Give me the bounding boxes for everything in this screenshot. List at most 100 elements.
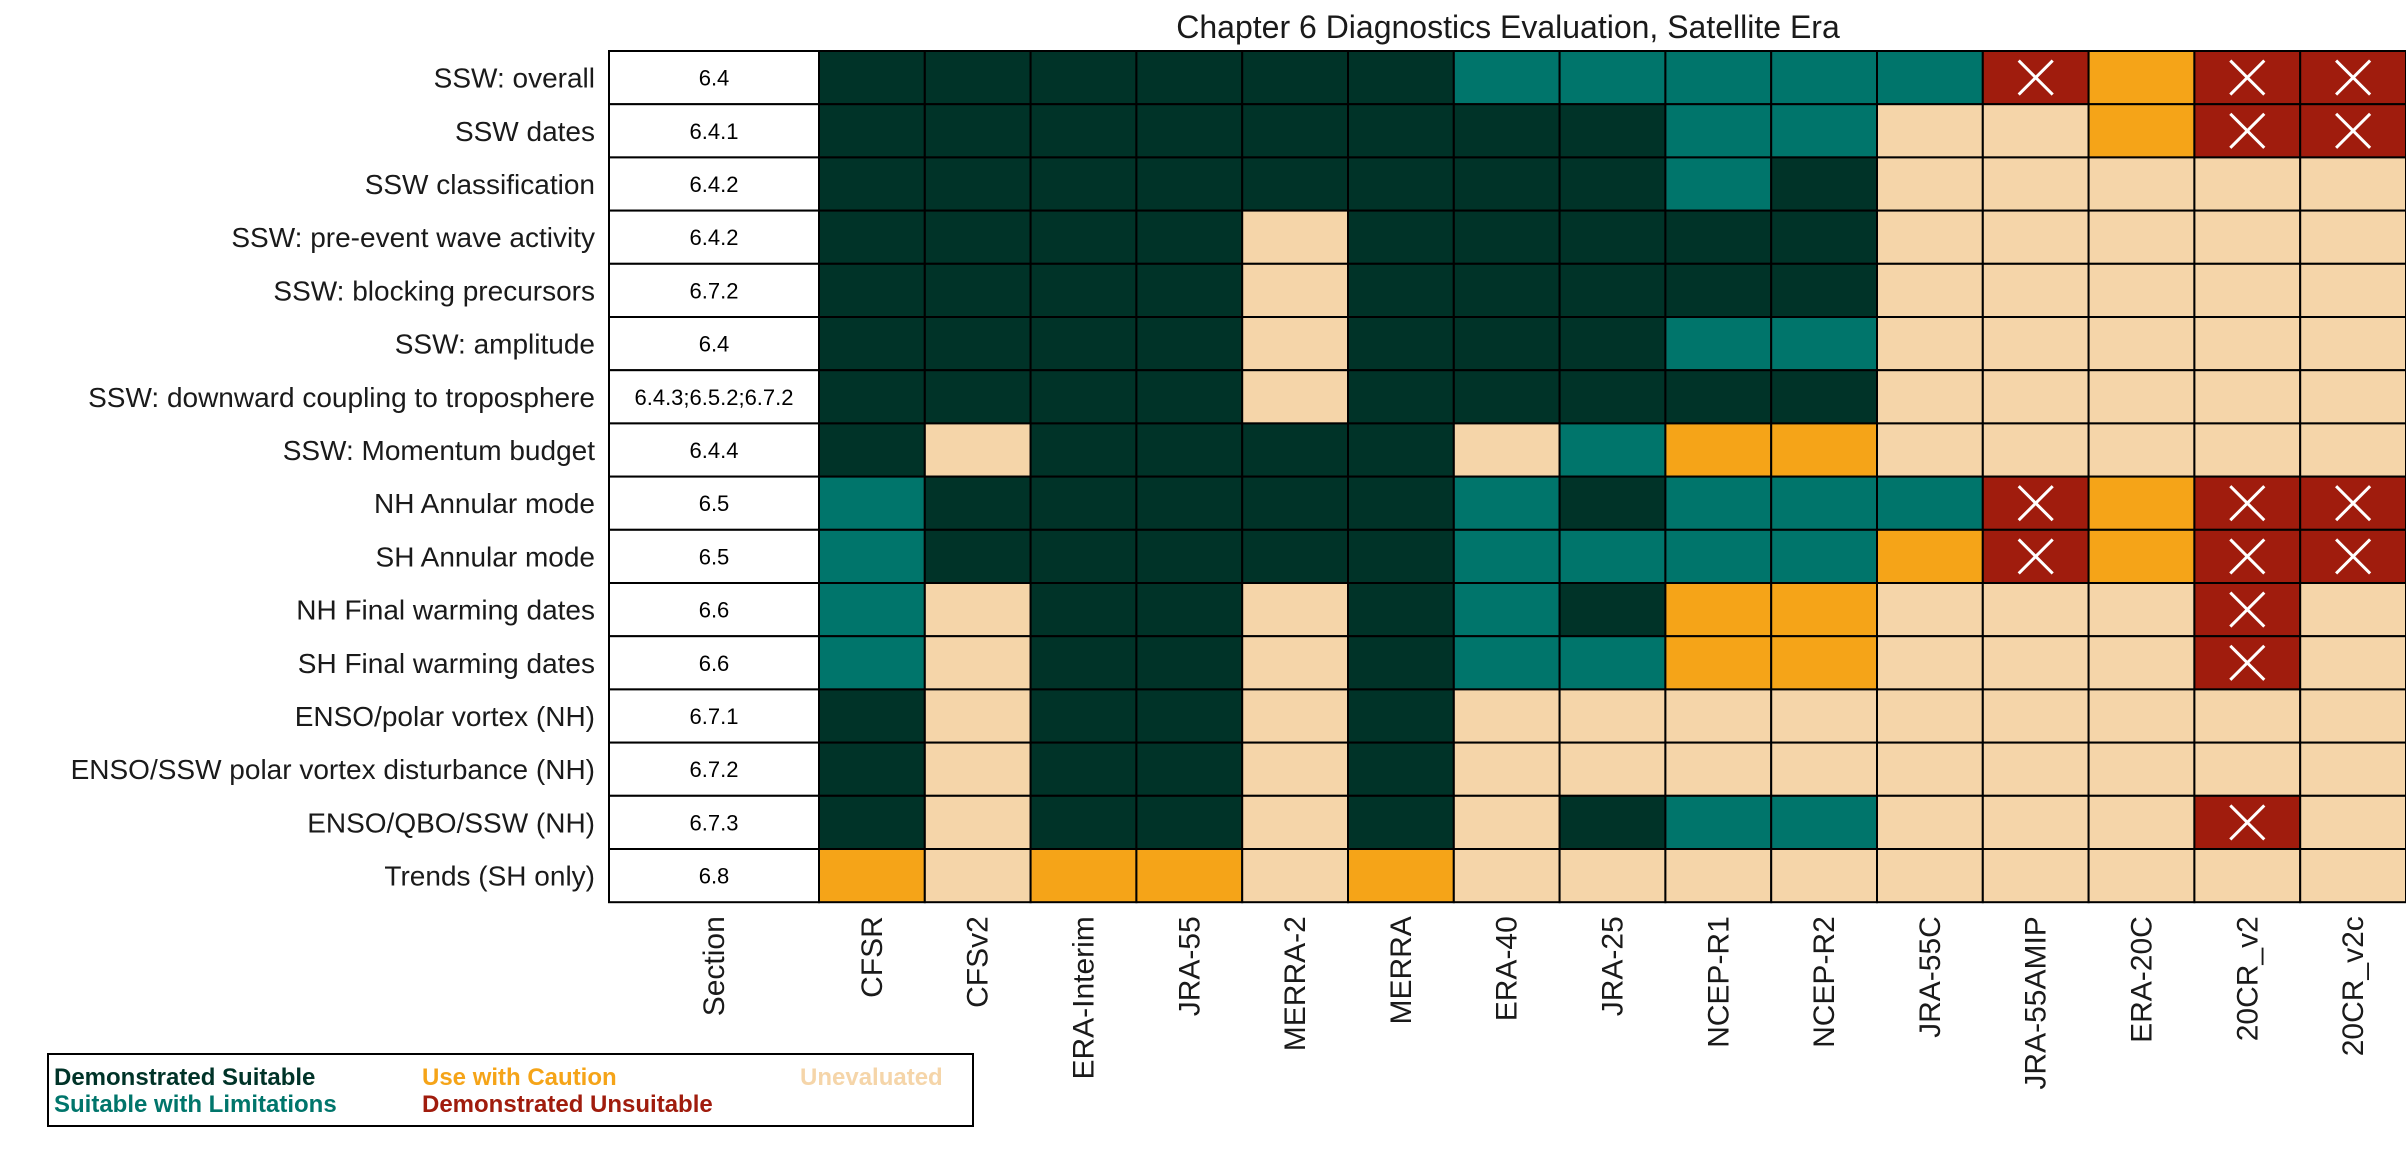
heatmap-cell [1558,422,1667,478]
heatmap-cell [1770,50,1878,106]
unsuitable-cross-icon [2017,538,2054,575]
heatmap-cell [2299,156,2406,212]
section-number: 6.4 [699,66,730,91]
heatmap-cell [1981,635,2090,691]
heatmap-cell [1135,103,1244,159]
heatmap-cell [1876,369,1984,425]
heatmap-cell [1241,582,1349,638]
column-label: JRA-55 [1173,916,1206,1016]
column-label: MERRA-2 [1279,916,1312,1051]
heatmap-cell [2087,103,2196,159]
section-cell [608,262,820,318]
heatmap-cell [1558,369,1667,425]
heatmap-cell [818,794,926,850]
heatmap-cell [923,794,1032,850]
heatmap-cell [1241,528,1349,584]
heatmap-cell [1241,103,1349,159]
heatmap-cell [2087,688,2196,744]
heatmap-cell [1241,741,1349,797]
heatmap-cell [1452,848,1561,904]
section-cell [608,422,820,478]
legend-entry: Demonstrated Unsuitable [422,1091,713,1118]
heatmap-cell [1876,50,1984,106]
unsuitable-cross-icon [2229,644,2266,681]
section-cell [608,369,820,425]
heatmap-cell [1452,475,1561,531]
heatmap-cell [1135,422,1244,478]
heatmap-cell [2193,156,2302,212]
heatmap-cell [1664,528,1773,584]
heatmap-cell [2193,316,2302,372]
section-number: 6.4 [699,332,730,357]
heatmap-cell [923,741,1032,797]
heatmap-cell [1452,528,1561,584]
heatmap-cell [1241,316,1349,372]
heatmap-cell [2193,422,2302,478]
heatmap-cell [818,156,926,212]
section-cell [608,50,820,106]
heatmap-cells: 6.4 6.4.1 6.4.2 6.4.2 6.7.2 6.4 6.4.3;6.5.2;6.… [608,50,2406,904]
heatmap-cell [923,156,1032,212]
heatmap-cell [2087,156,2196,212]
heatmap-cell [923,582,1032,638]
legend: Demonstrated Suitable Use with Caution Une… [47,1053,974,1127]
heatmap-cell [2087,262,2196,318]
heatmap-cell [1347,582,1455,638]
heatmap-cell [1241,794,1349,850]
heatmap-cell [1558,475,1667,531]
heatmap-cell [2087,475,2196,531]
heatmap-cell [2087,369,2196,425]
section-cell [608,582,820,638]
row-label: SH Annular mode [376,541,595,572]
heatmap-cell [1770,635,1878,691]
legend-entry: Use with Caution [422,1064,617,1091]
unsuitable-cross-icon [2229,485,2266,522]
heatmap-cell [1029,688,1138,744]
heatmap-cell [2087,422,2196,478]
heatmap-cell [1029,156,1138,212]
heatmap-cell [1452,50,1561,106]
heatmap-cell [1876,262,1984,318]
heatmap-cell [1558,741,1667,797]
legend-entry: Suitable with Limitations [54,1091,337,1118]
heatmap-cell [1664,369,1773,425]
heatmap-cell [1347,262,1455,318]
heatmap-cell [1876,582,1984,638]
section-cell [608,475,820,531]
column-label: ERA-40 [1491,916,1524,1021]
section-number: 6.4.2 [690,225,739,250]
heatmap-cell [2299,635,2406,691]
heatmap-cell [1347,741,1455,797]
heatmap-cell [1241,688,1349,744]
heatmap-cell [1558,262,1667,318]
heatmap-cell [1664,794,1773,850]
heatmap-cell [2299,688,2406,744]
heatmap-cell [1347,688,1455,744]
heatmap-cell [923,103,1032,159]
heatmap-cell [1029,262,1138,318]
heatmap-cell [1347,209,1455,265]
heatmap-cell [1876,422,1984,478]
heatmap-cell [1558,316,1667,372]
heatmap-cell [1876,209,1984,265]
heatmap-cell [1029,209,1138,265]
heatmap-cell [1664,475,1773,531]
heatmap-cell [1770,156,1878,212]
heatmap-cell [1347,103,1455,159]
row-label: NH Annular mode [374,488,595,519]
section-number: 6.7.3 [690,810,739,835]
heatmap-cell [2193,369,2302,425]
unsuitable-cross-icon [2229,112,2266,149]
heatmap-cell [923,369,1032,425]
column-label: ERA-20C [2126,916,2159,1043]
heatmap-cell [1558,848,1667,904]
heatmap-cell [2193,688,2302,744]
heatmap-cell [1135,475,1244,531]
column-label: CFSR [856,916,889,998]
column-label: CFSv2 [962,916,995,1008]
heatmap-cell [1876,635,1984,691]
heatmap-cell [1347,635,1455,691]
heatmap-cell [2193,848,2302,904]
heatmap-cell [2087,316,2196,372]
heatmap-cell [1664,635,1773,691]
